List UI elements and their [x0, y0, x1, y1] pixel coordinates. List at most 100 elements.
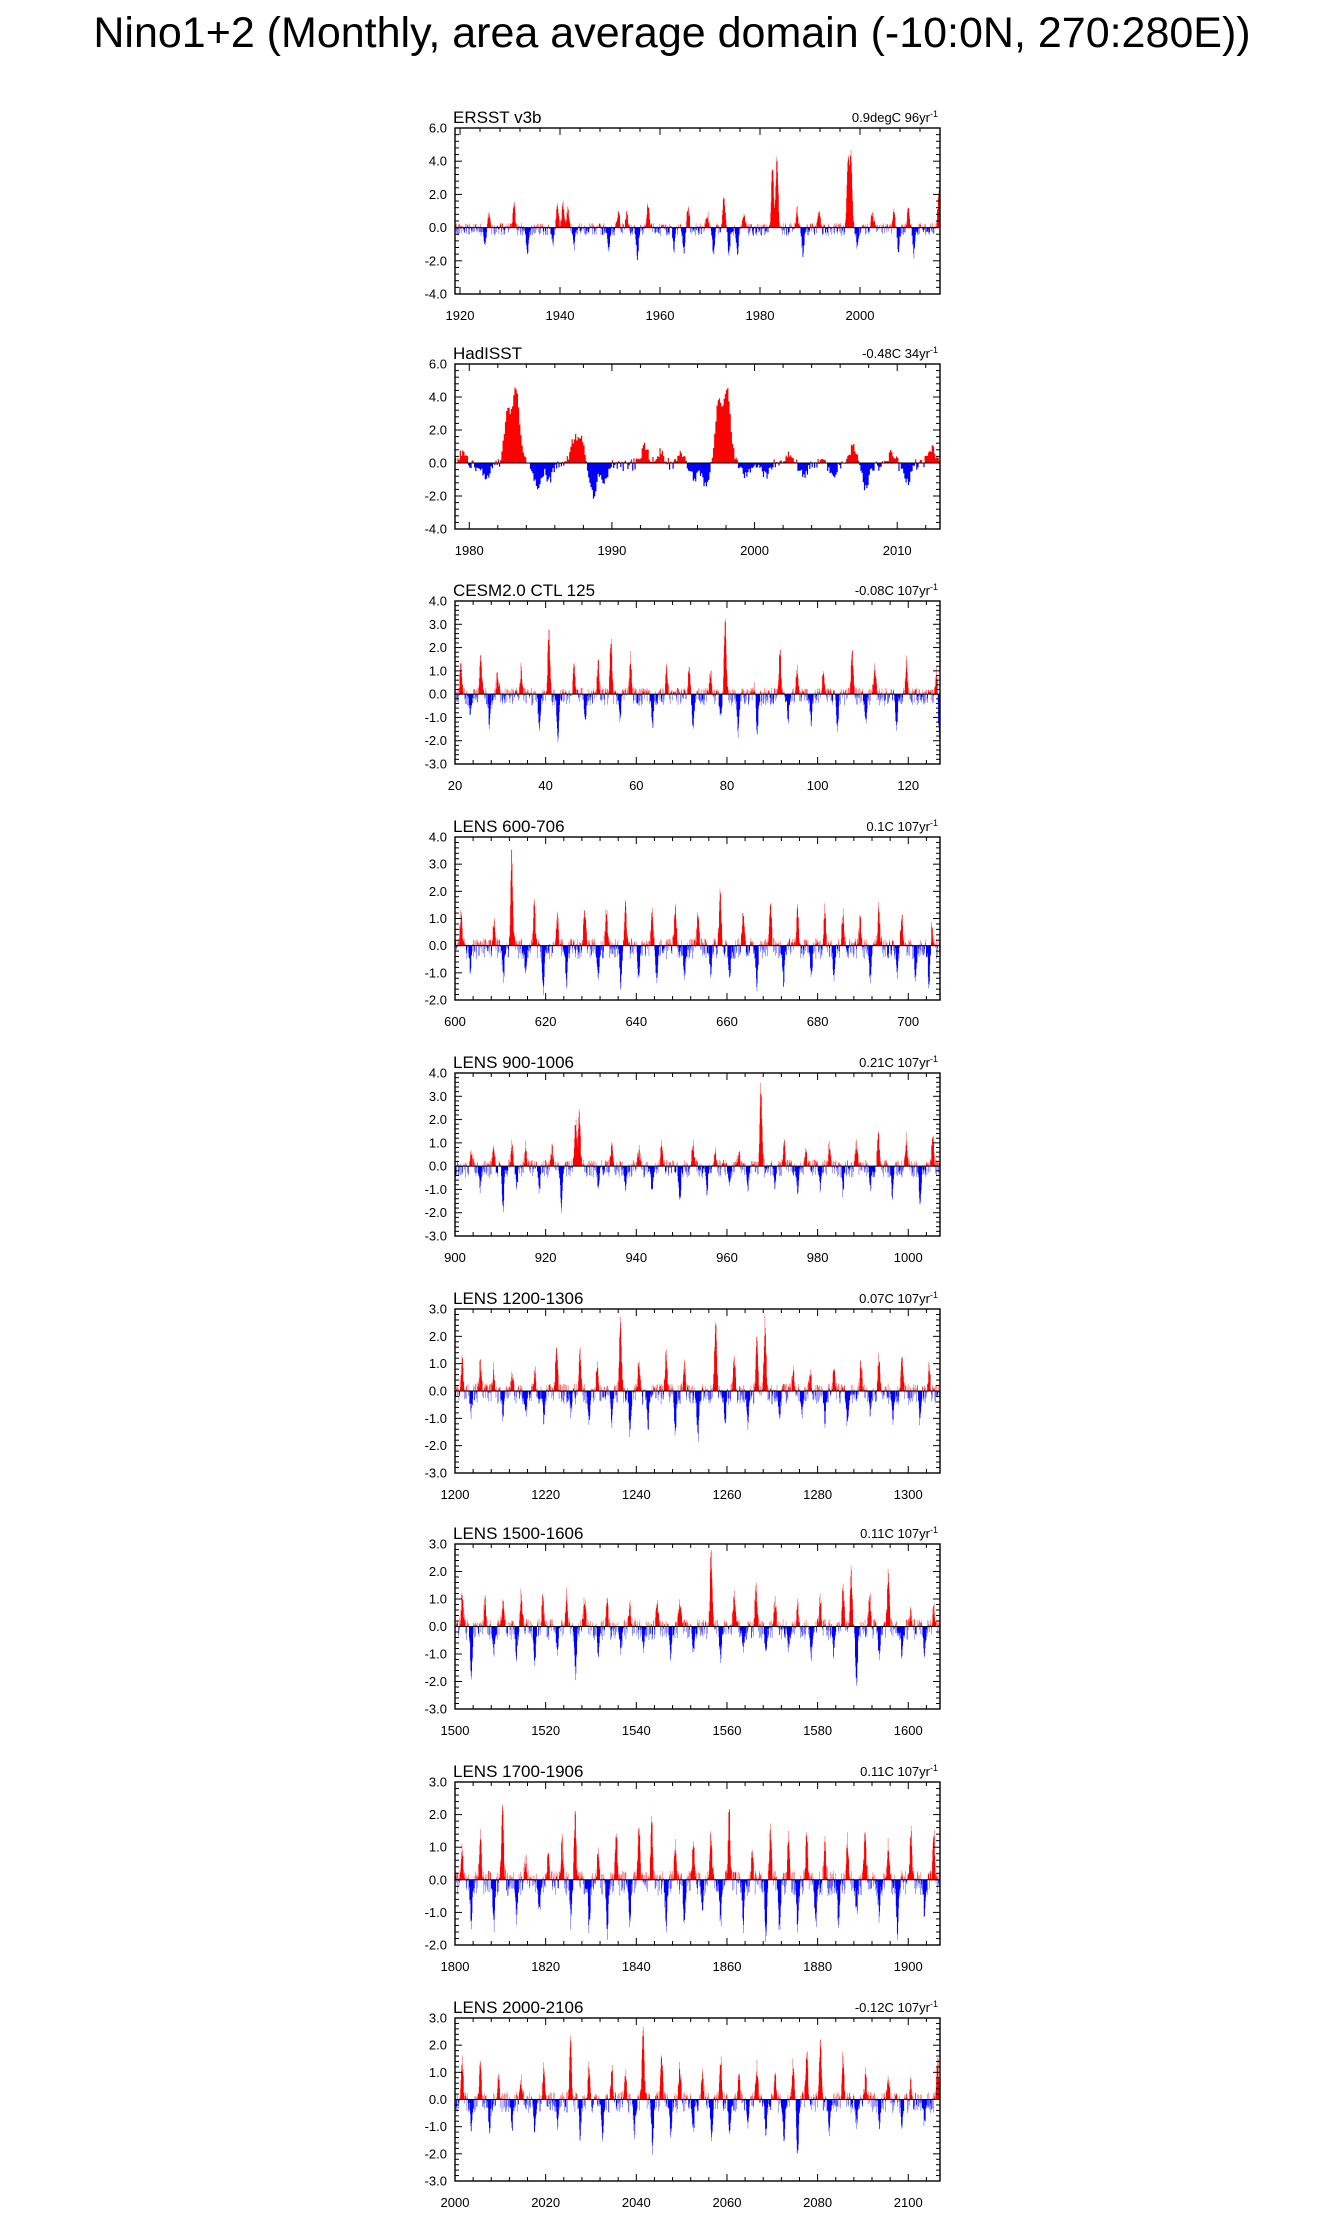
y-tick-label: -4.0 — [425, 522, 447, 537]
x-tick-label: 80 — [720, 778, 734, 793]
x-tick-label: 1520 — [531, 1723, 560, 1738]
x-tick-label: 20 — [448, 778, 462, 793]
y-tick-label: 6.0 — [429, 357, 447, 372]
x-tick-label: 1280 — [803, 1487, 832, 1502]
panel-title: HadISST — [453, 344, 522, 363]
panel-title: LENS 2000-2106 — [453, 1998, 583, 2017]
x-tick-label: 1800 — [441, 1959, 470, 1974]
y-tick-label: -2.0 — [425, 1938, 447, 1953]
y-tick-label: 6.0 — [429, 121, 447, 136]
y-tick-label: 0.0 — [429, 1384, 447, 1399]
x-tick-label: 1540 — [622, 1723, 651, 1738]
x-tick-label: 1860 — [713, 1959, 742, 1974]
x-tick-label: 1920 — [446, 308, 475, 323]
y-tick-label: 4.0 — [429, 594, 447, 609]
x-tick-label: 1200 — [441, 1487, 470, 1502]
x-tick-label: 1220 — [531, 1487, 560, 1502]
panel-title: LENS 600-706 — [453, 817, 565, 836]
y-tick-label: 2.0 — [429, 1564, 447, 1579]
y-tick-label: 2.0 — [429, 884, 447, 899]
y-tick-label: 0.0 — [429, 456, 447, 471]
y-tick-label: 4.0 — [429, 390, 447, 405]
x-tick-label: 1580 — [803, 1723, 832, 1738]
plot-frame — [454, 1781, 941, 1946]
y-tick-label: 1.0 — [429, 663, 447, 678]
y-tick-label: 4.0 — [429, 830, 447, 845]
trend-label: 0.9degC 96yr-1 — [852, 109, 938, 125]
y-tick-label: -3.0 — [425, 1702, 447, 1717]
x-tick-label: 60 — [629, 778, 643, 793]
positive-anomaly-bars — [455, 149, 940, 228]
y-tick-label: -2.0 — [425, 1205, 447, 1220]
panel-title: LENS 900-1006 — [453, 1053, 574, 1072]
y-tick-label: 0.0 — [429, 938, 447, 953]
trend-label: 0.07C 107yr-1 — [859, 1290, 938, 1306]
x-tick-label: 1880 — [803, 1959, 832, 1974]
y-tick-label: 1.0 — [429, 1135, 447, 1150]
x-tick-label: 1500 — [441, 1723, 470, 1738]
panel-2: 6.0 4.0 2.0 0.0 -2.0 -4.0 1980 1990 2000 2010 HadI… — [425, 344, 941, 558]
y-tick-label: -1.0 — [425, 1411, 447, 1426]
x-tick-label: 1940 — [546, 308, 575, 323]
plot-frame — [454, 600, 941, 765]
x-tick-label: 120 — [897, 778, 919, 793]
plot-frame — [454, 363, 941, 530]
page-title: Nino1+2 (Monthly, area average domain (-… — [93, 9, 1251, 57]
x-tick-label: 1960 — [646, 308, 675, 323]
y-tick-label: 2.0 — [429, 187, 447, 202]
y-tick-label: -4.0 — [425, 287, 447, 302]
positive-anomaly-bars — [455, 1549, 940, 1627]
x-tick-label: 2010 — [883, 543, 912, 558]
panel-1: 6.0 4.0 2.0 0.0 -2.0 -4.0 1920 1940 1960 1980 2000… — [425, 108, 941, 323]
x-tick-label: 960 — [716, 1250, 738, 1265]
trend-label: -0.08C 107yr-1 — [855, 582, 938, 598]
trend-label: -0.48C 34yr-1 — [862, 345, 938, 361]
panel-5: 4.0 3.0 2.0 1.0 0.0 -1.0 -2.0 -3.0 900 920 940 960 9… — [425, 1053, 941, 1265]
y-tick-label: -1.0 — [425, 2119, 447, 2134]
x-tick-label: 1600 — [894, 1723, 923, 1738]
negative-anomaly-bars — [455, 945, 940, 996]
y-tick-label: -2.0 — [425, 733, 447, 748]
x-tick-label: 2080 — [803, 2195, 832, 2210]
x-tick-label: 2020 — [531, 2195, 560, 2210]
y-tick-label: 1.0 — [429, 1356, 447, 1371]
panel-7: 3.0 2.0 1.0 0.0 -1.0 -2.0 -3.0 1500 1520 1540 1560… — [425, 1524, 941, 1738]
negative-anomaly-bars — [455, 694, 940, 743]
panel-title: LENS 1200-1306 — [453, 1289, 583, 1308]
plot-frame — [454, 1072, 941, 1237]
y-tick-label: -2.0 — [425, 2146, 447, 2161]
y-tick-label: -1.0 — [425, 710, 447, 725]
y-tick-label: 3.0 — [429, 617, 447, 632]
positive-anomaly-bars — [455, 1804, 940, 1880]
x-tick-label: 1260 — [713, 1487, 742, 1502]
y-tick-label: -2.0 — [425, 253, 447, 268]
x-tick-label: 2000 — [441, 2195, 470, 2210]
y-tick-label: -2.0 — [425, 1674, 447, 1689]
x-tick-label: 2100 — [894, 2195, 923, 2210]
y-tick-label: 2.0 — [429, 423, 447, 438]
x-tick-label: 2000 — [740, 543, 769, 558]
x-tick-label: 600 — [444, 1014, 466, 1029]
y-tick-label: -1.0 — [425, 1905, 447, 1920]
x-tick-label: 100 — [807, 778, 829, 793]
panel-6: 3.0 2.0 1.0 0.0 -1.0 -2.0 -3.0 1200 1220 1240 1260… — [425, 1289, 941, 1502]
panel-3: 4.0 3.0 2.0 1.0 0.0 -1.0 -2.0 -3.020 40 60 80 100 12… — [425, 581, 941, 793]
panel-title: CESM2.0 CTL 125 — [453, 581, 595, 600]
y-tick-label: 1.0 — [429, 1840, 447, 1855]
x-tick-label: 940 — [625, 1250, 647, 1265]
panel-9: 3.0 2.0 1.0 0.0 -1.0 -2.0 -3.0 2000 2020 2040 2060… — [425, 1998, 941, 2210]
negative-anomaly-bars — [455, 2099, 934, 2155]
y-tick-label: -3.0 — [425, 757, 447, 772]
y-tick-label: 3.0 — [429, 1537, 447, 1552]
x-tick-label: 1900 — [894, 1959, 923, 1974]
y-tick-label: 0.0 — [429, 1159, 447, 1174]
y-tick-label: -3.0 — [425, 2174, 447, 2189]
y-tick-label: 0.0 — [429, 220, 447, 235]
trend-label: 0.21C 107yr-1 — [859, 1054, 938, 1070]
y-tick-label: 0.0 — [429, 687, 447, 702]
x-tick-label: 1990 — [597, 543, 626, 558]
y-tick-label: 3.0 — [429, 1302, 447, 1317]
x-tick-label: 2000 — [846, 308, 875, 323]
y-tick-label: 2.0 — [429, 1807, 447, 1822]
